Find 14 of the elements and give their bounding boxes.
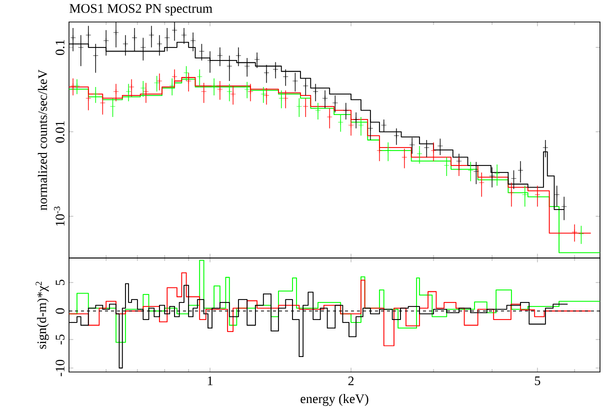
- x-tick-label: 1: [208, 376, 212, 386]
- x-axis-title: energy (keV): [300, 394, 368, 406]
- y-tick-label: 0.01: [56, 121, 64, 143]
- y-tick-label: -5: [56, 334, 64, 344]
- y-tick-label: 5: [56, 280, 64, 286]
- y-tick-label: 0.1: [56, 40, 64, 56]
- y-tick-label: 0: [56, 308, 64, 314]
- y-axis-title: sign(d-m)*χ$^{2}$: [36, 282, 49, 349]
- x-tick-label: 2: [348, 376, 354, 386]
- y-tick-label: -10: [56, 360, 64, 376]
- y-tick-label: 10$^{-3}$: [54, 206, 64, 226]
- x-tick-label: 5: [534, 376, 540, 386]
- chart-title: MOS1 MOS2 PN spectrum: [70, 4, 212, 16]
- y-axis-title: normalized counts/sec/keV: [38, 70, 48, 210]
